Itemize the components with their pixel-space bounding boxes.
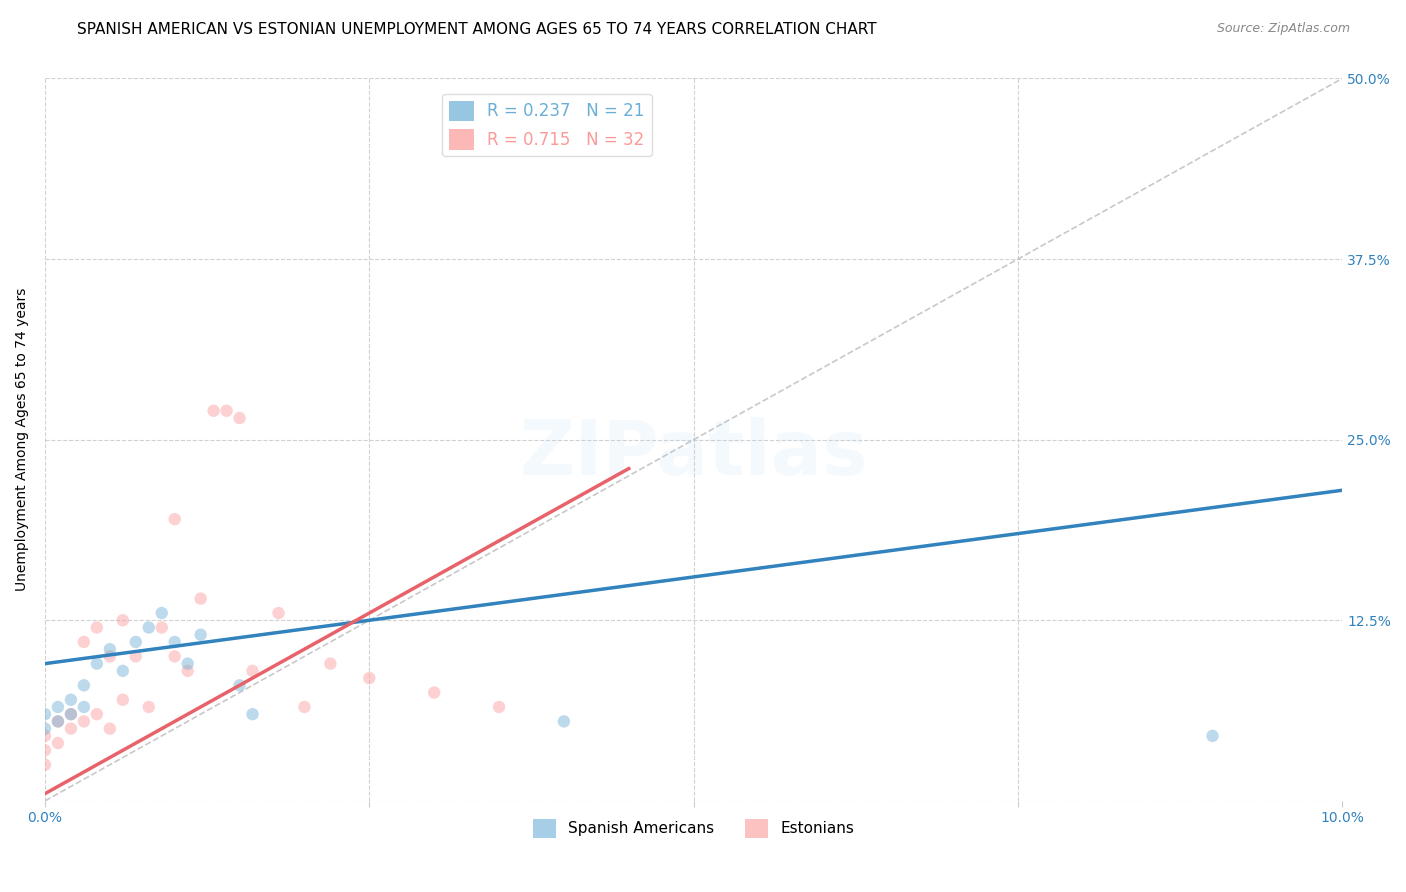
Point [86,657,108,671]
Point [73,678,96,692]
Point [423,685,446,699]
Point [202,404,225,418]
Point [73,714,96,729]
Point [228,678,250,692]
Point [111,664,134,678]
Point [34,743,56,757]
Text: Source: ZipAtlas.com: Source: ZipAtlas.com [1216,22,1350,36]
Point [319,657,342,671]
Point [359,671,381,685]
Text: SPANISH AMERICAN VS ESTONIAN UNEMPLOYMENT AMONG AGES 65 TO 74 YEARS CORRELATION : SPANISH AMERICAN VS ESTONIAN UNEMPLOYMEN… [77,22,877,37]
Point [34,707,56,722]
Point [488,700,510,714]
Point [242,707,264,722]
Point [59,707,82,722]
Point [98,649,121,664]
Point [59,707,82,722]
Point [98,642,121,657]
Point [294,700,316,714]
Point [73,700,96,714]
Point [150,620,173,634]
Point [125,635,148,649]
Point [34,757,56,772]
Point [215,404,238,418]
Point [242,664,264,678]
Point [59,692,82,706]
Point [111,692,134,706]
Point [46,700,69,714]
Point [59,722,82,736]
Point [73,635,96,649]
Point [46,714,69,729]
Point [46,736,69,750]
Point [86,707,108,722]
Point [98,722,121,736]
Point [138,620,160,634]
Point [163,635,186,649]
Point [190,628,212,642]
Point [163,649,186,664]
Point [34,722,56,736]
Point [34,729,56,743]
Point [138,700,160,714]
Point [553,714,575,729]
Point [190,591,212,606]
Point [176,664,198,678]
Point [111,613,134,627]
Text: ZIPatlas: ZIPatlas [519,417,868,491]
Point [150,606,173,620]
Point [46,714,69,729]
Point [86,620,108,634]
Point [163,512,186,526]
Point [267,606,290,620]
Point [176,657,198,671]
Point [228,411,250,425]
Y-axis label: Unemployment Among Ages 65 to 74 years: Unemployment Among Ages 65 to 74 years [15,288,30,591]
Legend: Spanish Americans, Estonians: Spanish Americans, Estonians [527,813,860,844]
Point [125,649,148,664]
Point [1201,729,1223,743]
